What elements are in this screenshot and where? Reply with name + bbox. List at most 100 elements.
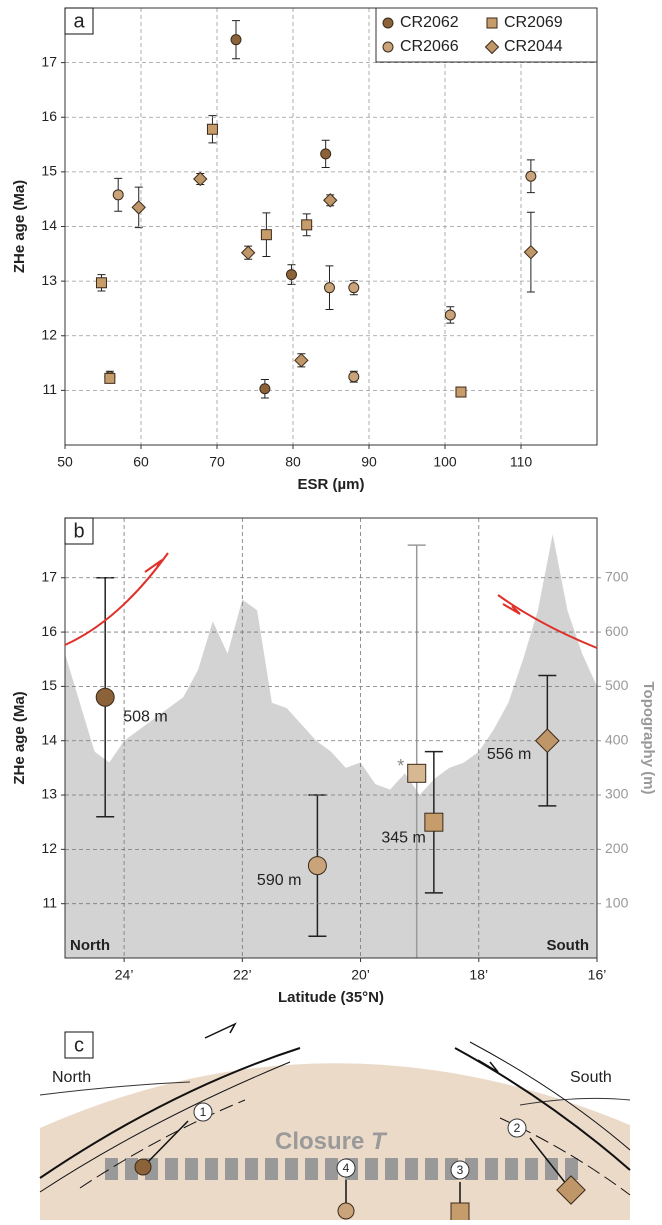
y2-tick-label: 300: [605, 786, 629, 802]
closure-dash: [525, 1158, 538, 1180]
corner-label: North: [70, 937, 110, 954]
surface-line: [39, 1081, 191, 1096]
annotation: *: [397, 756, 404, 776]
marker: [294, 353, 309, 368]
panel-label-box: [64, 517, 94, 545]
y-tick-label: 17: [41, 568, 57, 584]
x-tick-label: 24’: [115, 967, 134, 983]
x-tick-label: 110: [510, 454, 533, 470]
marker: [104, 372, 116, 384]
y-tick-label: 14: [41, 217, 57, 233]
y-tick-label: 13: [41, 786, 57, 802]
marker: [455, 386, 467, 398]
marker-cr2062: [134, 1158, 152, 1176]
marker: [320, 148, 332, 160]
closure-dash: [125, 1158, 138, 1180]
charts: 11 12 13 14 15 16 17 50 60 70 80 90 100 110 ESR (µm) ZH…: [11, 7, 657, 1006]
closure-dash: [245, 1158, 258, 1180]
step-number: 2: [514, 1121, 521, 1135]
step-numbers: 1 2 3 4: [193, 1102, 527, 1180]
fault-line: [497, 594, 598, 649]
legend-label: CR2062: [400, 14, 459, 31]
closure-dash: [105, 1158, 118, 1180]
path-arrow: [142, 1120, 189, 1168]
fault: [39, 1047, 301, 1179]
fault: [454, 1047, 631, 1171]
y-axis-label: ZHe age (Ma): [11, 180, 28, 273]
panel-label-box: [64, 1031, 94, 1059]
plot-frame: [64, 517, 598, 959]
marker: [301, 219, 313, 231]
point-label: 590 m: [257, 872, 301, 889]
y2-tick-label: 200: [605, 840, 629, 856]
x-tick-label: 16’: [588, 967, 607, 983]
closure-dash: [405, 1158, 418, 1180]
legend-label: CR2044: [504, 38, 563, 55]
panel-label-box: [64, 7, 94, 35]
closure-dash: [165, 1158, 178, 1180]
fault: [79, 1099, 246, 1189]
x-tick-label: 18’: [469, 967, 488, 983]
legend-marker: [382, 41, 394, 53]
marker: [323, 193, 338, 208]
y-tick-label: 11: [42, 894, 57, 910]
closure-dash: [285, 1158, 298, 1180]
y-axis-label: ZHe age (Ma): [11, 691, 28, 784]
legend-label: CR2069: [504, 14, 563, 31]
y-tick-label: 12: [41, 840, 57, 856]
crust: [40, 1063, 630, 1220]
plot-frame: [64, 7, 598, 446]
closure-dash: [545, 1158, 558, 1180]
fault-arrow: [144, 559, 163, 573]
diagram: 1 2 3 4 North South Closure T c: [39, 1022, 631, 1222]
x-tick-label: 50: [57, 454, 73, 470]
y-tick-label: 15: [41, 677, 57, 693]
x-tick-label: 22’: [233, 967, 252, 983]
point-label: 345 m: [381, 829, 425, 846]
x-tick-label: 70: [209, 454, 225, 470]
marker: [206, 123, 218, 135]
panel-label: a: [73, 10, 85, 32]
y-tick-label: 11: [42, 381, 57, 397]
step-number: 1: [200, 1105, 207, 1119]
chart-panel: 11 12 13 14 15 16 17 24’ 22’ 20’ 18’ 16’ 100 200 300 40…: [11, 517, 657, 1006]
marker: [534, 728, 560, 754]
marker: [131, 200, 146, 215]
closure-dash: [505, 1158, 518, 1180]
closure-text: Closure: [275, 1128, 364, 1155]
y2-tick-label: 500: [605, 677, 629, 693]
closure-dash: [205, 1158, 218, 1180]
y2-tick-label: 600: [605, 623, 629, 639]
fault: [39, 1061, 291, 1193]
marker: [285, 269, 297, 281]
panel-label: b: [73, 520, 84, 542]
marker: [407, 763, 427, 783]
y-tick-label: 17: [41, 53, 57, 69]
y-tick-label: 12: [41, 326, 57, 342]
closure-label: Closure T: [275, 1128, 388, 1155]
plot-area: [97, 20, 535, 399]
y-tick-label: 16: [41, 108, 57, 124]
legend-box: [375, 7, 598, 63]
marker: [424, 812, 444, 832]
x-tick-label: 90: [361, 454, 377, 470]
marker: [348, 371, 360, 383]
marker: [348, 282, 360, 294]
surface-line: [519, 1097, 631, 1106]
x-tick-label: 80: [285, 454, 301, 470]
marker: [240, 245, 256, 260]
x-axis-label: ESR (µm): [298, 476, 365, 493]
marker: [260, 229, 272, 241]
closure-dash: [385, 1158, 398, 1180]
x-tick-label: 100: [433, 454, 457, 470]
closure-dash: [185, 1158, 198, 1180]
closure-dash: [565, 1158, 578, 1180]
fault-line: [64, 552, 169, 646]
marker: [95, 277, 107, 289]
marker: [525, 170, 537, 182]
x-tick-label: 20’: [351, 967, 370, 983]
y-tick-label: 13: [41, 272, 57, 288]
slip-arrow: [477, 1059, 499, 1073]
